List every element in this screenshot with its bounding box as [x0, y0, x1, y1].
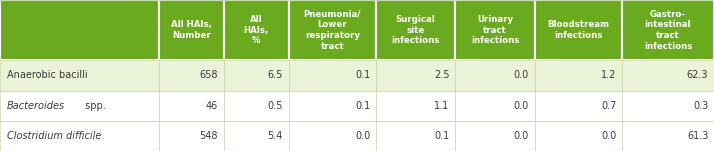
- Text: Bloodstream
infections: Bloodstream infections: [548, 20, 609, 40]
- Bar: [456, 60, 535, 91]
- Bar: [159, 91, 223, 121]
- Text: Anaerobic bacilli: Anaerobic bacilli: [7, 71, 88, 80]
- Bar: [288, 91, 376, 121]
- Text: Clostridium difficile: Clostridium difficile: [7, 131, 101, 141]
- Text: 0.0: 0.0: [514, 71, 529, 80]
- Text: 0.0: 0.0: [514, 101, 529, 111]
- Bar: [159, 60, 223, 91]
- Text: 0.1: 0.1: [434, 131, 450, 141]
- Bar: [535, 91, 622, 121]
- Bar: [376, 60, 456, 91]
- Text: 0.1: 0.1: [355, 71, 371, 80]
- Text: spp.: spp.: [82, 101, 106, 111]
- Bar: [456, 121, 535, 151]
- Text: 46: 46: [206, 101, 218, 111]
- Bar: [288, 121, 376, 151]
- Bar: [535, 0, 622, 60]
- Bar: [456, 91, 535, 121]
- Bar: [0, 0, 159, 60]
- Text: Urinary
tract
infections: Urinary tract infections: [471, 15, 519, 45]
- Bar: [376, 91, 456, 121]
- Bar: [159, 0, 223, 60]
- Bar: [535, 60, 622, 91]
- Text: 2.5: 2.5: [434, 71, 450, 80]
- Bar: [223, 60, 288, 91]
- Bar: [223, 0, 288, 60]
- Text: 0.0: 0.0: [355, 131, 371, 141]
- Text: 0.0: 0.0: [514, 131, 529, 141]
- Text: Pneumonia/
Lower
respiratory
tract: Pneumonia/ Lower respiratory tract: [303, 10, 361, 51]
- Text: 61.3: 61.3: [687, 131, 708, 141]
- Text: 548: 548: [199, 131, 218, 141]
- Text: 0.5: 0.5: [268, 101, 283, 111]
- Text: 1.2: 1.2: [601, 71, 616, 80]
- Bar: [376, 121, 456, 151]
- Bar: [622, 91, 714, 121]
- Bar: [223, 91, 288, 121]
- Text: 0.3: 0.3: [693, 101, 708, 111]
- Text: 5.4: 5.4: [268, 131, 283, 141]
- Text: 0.0: 0.0: [601, 131, 616, 141]
- Bar: [622, 60, 714, 91]
- Bar: [159, 121, 223, 151]
- Bar: [0, 91, 159, 121]
- Bar: [288, 0, 376, 60]
- Text: Surgical
site
infections: Surgical site infections: [391, 15, 440, 45]
- Bar: [223, 121, 288, 151]
- Text: Gastro-
intestinal
tract
infections: Gastro- intestinal tract infections: [644, 10, 692, 51]
- Bar: [376, 0, 456, 60]
- Text: All HAIs,
Number: All HAIs, Number: [171, 20, 211, 40]
- Bar: [622, 121, 714, 151]
- Text: 0.1: 0.1: [355, 101, 371, 111]
- Bar: [288, 60, 376, 91]
- Text: All
HAIs,
%: All HAIs, %: [243, 15, 269, 45]
- Text: 0.7: 0.7: [601, 101, 616, 111]
- Text: 62.3: 62.3: [687, 71, 708, 80]
- Text: 1.1: 1.1: [434, 101, 450, 111]
- Bar: [535, 121, 622, 151]
- Bar: [0, 121, 159, 151]
- Bar: [622, 0, 714, 60]
- Text: 6.5: 6.5: [268, 71, 283, 80]
- Text: 658: 658: [199, 71, 218, 80]
- Bar: [456, 0, 535, 60]
- Bar: [0, 60, 159, 91]
- Text: Bacteroides: Bacteroides: [7, 101, 65, 111]
